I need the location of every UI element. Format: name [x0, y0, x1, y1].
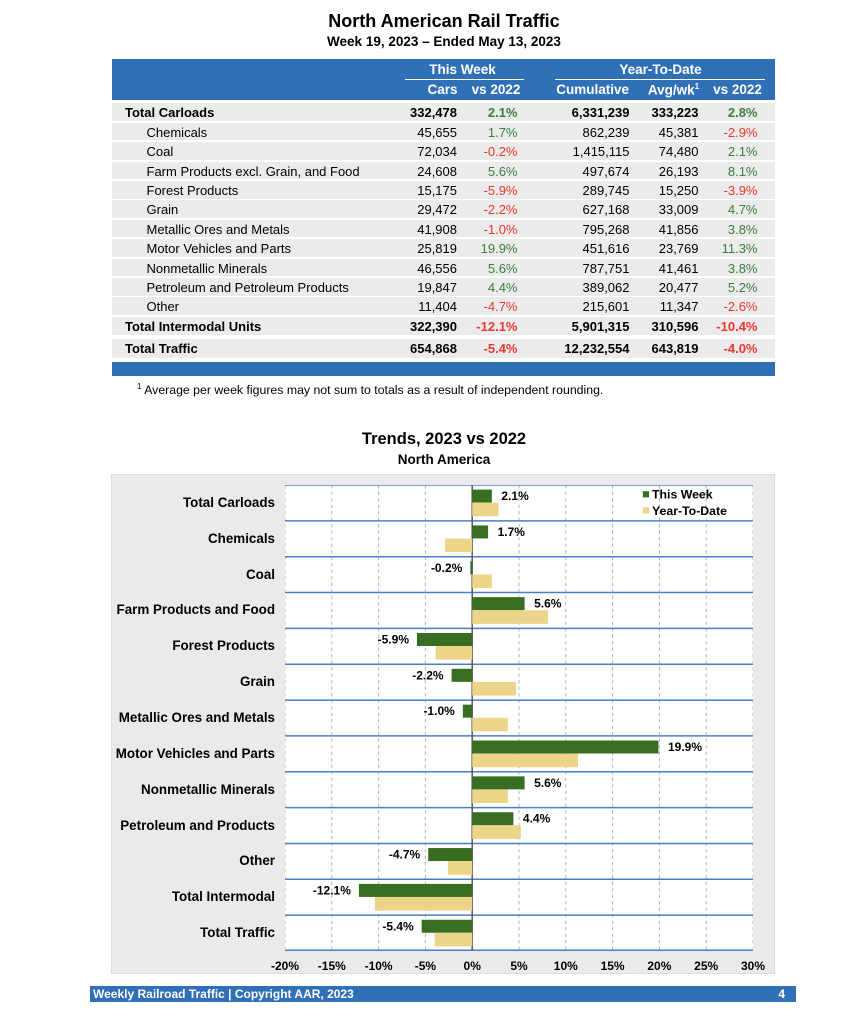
svg-text:-12.1%: -12.1%: [313, 883, 351, 897]
svg-text:-5.9%: -5.9%: [378, 633, 410, 647]
svg-text:-4.7%: -4.7%: [389, 848, 421, 862]
svg-text:This Week: This Week: [652, 488, 713, 502]
svg-text:5.6%: 5.6%: [534, 776, 562, 790]
svg-text:2.1%: 2.1%: [501, 489, 529, 503]
svg-text:4.4%: 4.4%: [523, 812, 551, 826]
svg-text:1.7%: 1.7%: [498, 525, 526, 539]
svg-text:-0.2%: -0.2%: [431, 561, 463, 575]
svg-text:Year-To-Date: Year-To-Date: [652, 504, 727, 518]
svg-text:-5.4%: -5.4%: [382, 919, 414, 933]
svg-text:19.9%: 19.9%: [668, 740, 702, 754]
svg-text:-2.2%: -2.2%: [412, 668, 444, 682]
svg-text:-1.0%: -1.0%: [423, 704, 455, 718]
svg-text:5.6%: 5.6%: [534, 597, 562, 611]
